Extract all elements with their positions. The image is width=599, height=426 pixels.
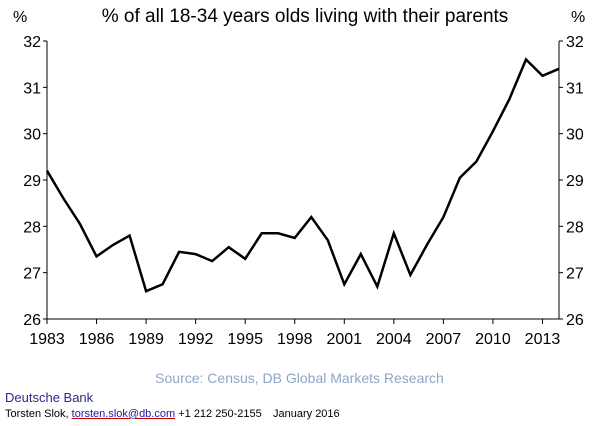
x-tick-label: 2010: [475, 331, 511, 348]
x-tick-label: 1995: [227, 331, 263, 348]
footer-email-link[interactable]: torsten.slok@db.com: [71, 408, 176, 420]
line-chart: % of all 18-34 years olds living with th…: [13, 6, 585, 348]
y-tick-label-right: 26: [566, 312, 584, 329]
chart-title: % of all 18-34 years olds living with th…: [102, 6, 509, 27]
y-tick-label-left: 28: [23, 219, 41, 236]
y-tick-label-right: 32: [566, 34, 584, 51]
y-tick-label-left: 31: [23, 80, 41, 97]
x-tick-label: 2007: [426, 331, 462, 348]
chart-source: Source: Census, DB Global Markets Resear…: [155, 370, 444, 386]
footer-contact: Torsten Slok, torsten.slok@db.com +1 212…: [5, 408, 340, 420]
y-tick-label-right: 28: [566, 219, 584, 236]
y-axis-unit-right: %: [571, 9, 585, 26]
chart-axes: [46, 41, 560, 320]
x-tick-label: 1998: [277, 331, 313, 348]
y-axis-unit-left: %: [13, 9, 27, 26]
footer-date: January 2016: [273, 408, 340, 420]
y-tick-label-right: 31: [566, 80, 584, 97]
x-tick-label: 1992: [178, 331, 214, 348]
y-tick-label-right: 30: [566, 127, 584, 144]
x-tick-label: 2013: [525, 331, 561, 348]
y-tick-label-right: 29: [566, 173, 584, 190]
footer-phone: +1 212 250-2155: [178, 408, 262, 420]
y-tick-label-left: 32: [23, 34, 41, 51]
y-tick-label-left: 26: [23, 312, 41, 329]
series-line: [45, 57, 560, 293]
x-tick-label: 2001: [326, 331, 362, 348]
y-tick-label-right: 27: [566, 266, 584, 283]
x-tick-label: 1989: [128, 331, 164, 348]
y-tick-label-left: 29: [23, 173, 41, 190]
footer-organization: Deutsche Bank: [5, 390, 94, 405]
y-axis-left-ticks: 26 27 28 29 30 31 32: [23, 34, 47, 329]
x-tick-label: 1983: [29, 331, 65, 348]
y-tick-label-left: 30: [23, 127, 41, 144]
x-axis-ticks: 1983 1986 1989 1992 1995 1998 2001 2004 2007 2010…: [29, 319, 560, 348]
y-axis-right-ticks: 26 27 28 29 30 31 32: [559, 34, 584, 329]
x-tick-label: 1986: [79, 331, 115, 348]
footer-author: Torsten Slok,: [5, 408, 69, 420]
x-tick-label: 2004: [376, 331, 412, 348]
y-tick-label-left: 27: [23, 266, 41, 283]
series-group: [45, 57, 560, 293]
